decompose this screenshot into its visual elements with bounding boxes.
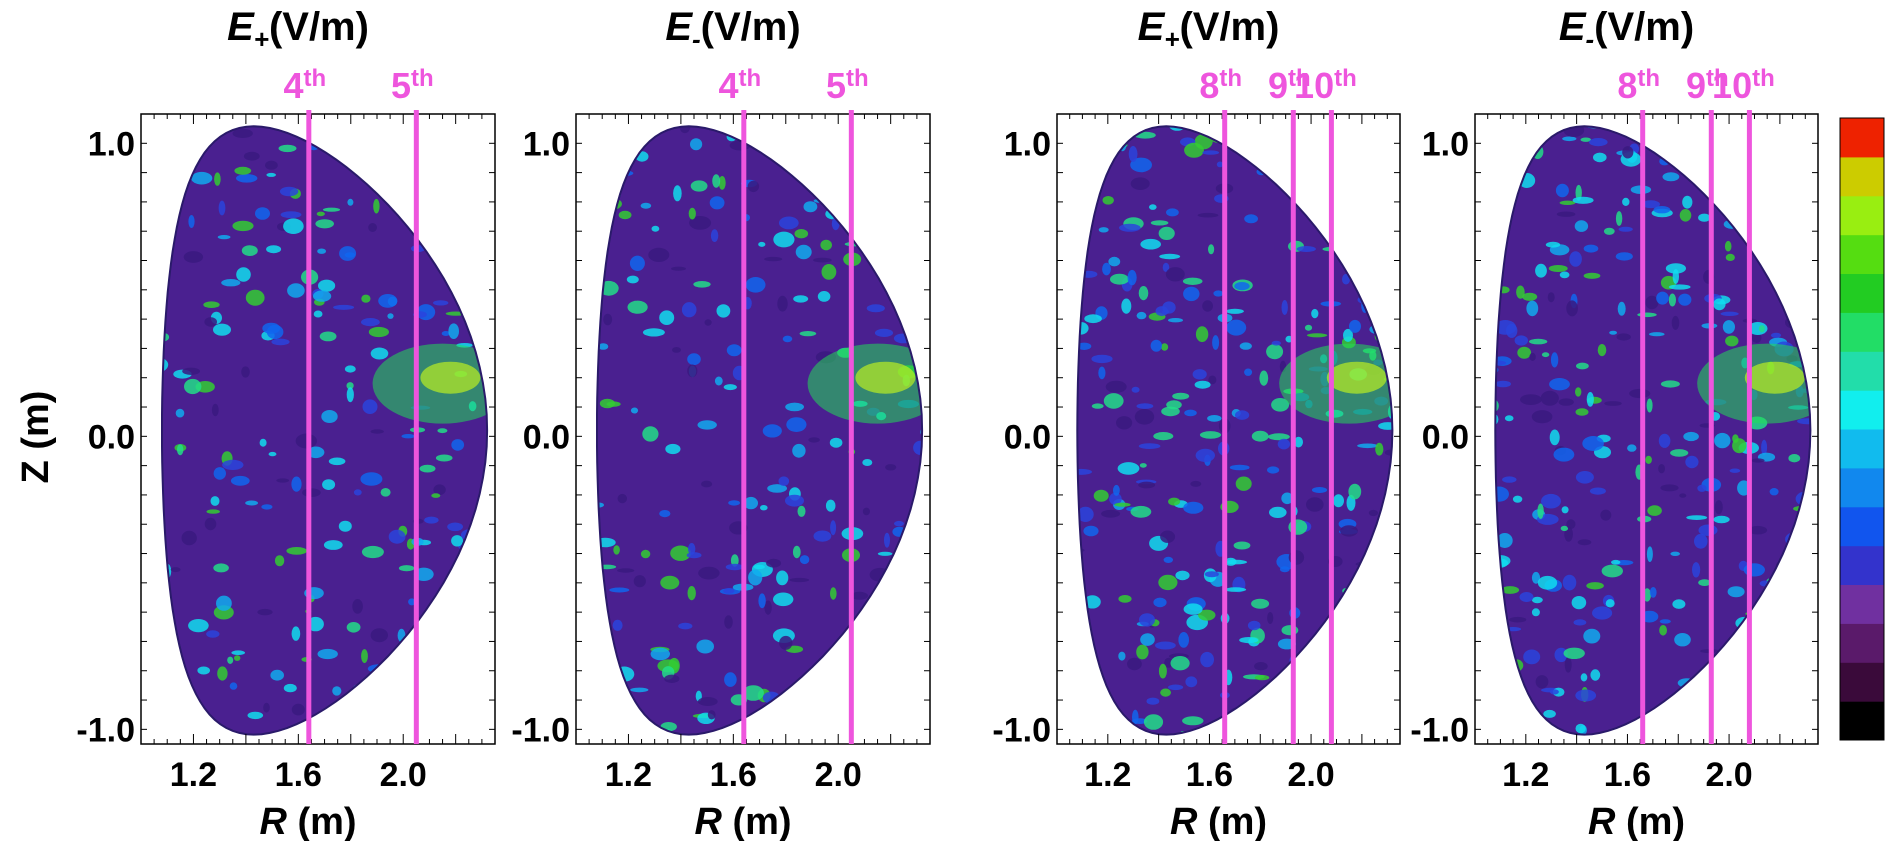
y-tick-label: -1.0 [1410,711,1469,749]
colorbar-swatch [1840,506,1884,547]
colorbar [1839,117,1885,741]
field-map [162,126,488,735]
colorbar-swatch [1840,234,1884,274]
x-axis-label: R (m) [1170,801,1267,841]
x-tick-label: 2.0 [1705,756,1752,794]
panel-title: E+(V/m) [227,5,369,54]
minor-ticks [575,113,931,744]
y-tick-label: 0.0 [1422,418,1469,456]
x-tick-label: 2.0 [380,756,427,794]
peak-region [420,361,481,394]
y-tick-label: 1.0 [1004,125,1051,163]
x-tick-label: 2.0 [815,756,862,794]
x-axis-label: R (m) [1588,801,1685,841]
peak-region [855,361,916,394]
colorbar-swatch [1840,351,1884,391]
y-axis-label: Z (m) [15,391,57,484]
harmonic-label: 10th [1712,65,1775,106]
field-map [597,126,923,735]
colorbar-swatch [1840,545,1884,585]
harmonic-label: 4th [718,65,761,106]
y-tick-label: -1.0 [76,711,135,749]
colorbar-swatch [1840,662,1884,702]
harmonic-label: 4th [283,65,326,106]
colorbar-swatch [1840,429,1884,469]
harmonic-label: 5th [826,65,869,106]
x-tick-label: 2.0 [1287,756,1334,794]
plasma-boundary [161,125,489,736]
x-tick-label: 1.2 [605,756,652,794]
x-tick-label: 1.6 [710,756,757,794]
plasma-boundary [596,125,924,736]
colorbar-swatch [1840,584,1884,624]
x-tick-label: 1.2 [170,756,217,794]
harmonic-label: 5th [391,65,434,106]
colorbar-swatch [1840,623,1884,663]
panel-1: E+(V/m) 1.2 1.6 2.0 1.0 0.0 -1.0 R (m) 4th 5th [76,5,496,841]
minor-ticks [140,113,496,744]
plasma-boundary [1494,125,1812,736]
y-tick-label: 0.0 [1004,418,1051,456]
panel-title: E-(V/m) [665,5,800,54]
y-tick-label: 1.0 [523,125,570,163]
y-tick-label: -1.0 [992,711,1051,749]
colorbar-swatch [1840,390,1884,430]
harmonic-label: 8th [1199,65,1242,106]
x-tick-label: 1.6 [275,756,322,794]
colorbar-swatch [1840,156,1884,197]
y-tick-label: 0.0 [88,418,135,456]
colorbar-frame [1839,117,1885,741]
colorbar-swatch [1840,195,1884,236]
colorbar-swatch [1840,701,1884,741]
field-map [1495,126,1811,735]
colorbar-swatch [1840,312,1884,352]
minor-ticks [1056,113,1401,744]
x-axis-label: R (m) [259,801,356,841]
plot-frame [575,113,931,745]
colorbar-swatch [1840,273,1884,313]
panel-3: E+(V/m) 1.2 1.6 2.0 1.0 0.0 -1.0 R (m) 8th 9th10t… [992,5,1401,841]
x-tick-label: 1.6 [1604,756,1651,794]
minor-ticks [1474,113,1819,744]
panels: E+(V/m)1.2 1.6 2.01.00.0-1.0R (m)4th 5thE-(… [76,5,1819,841]
y-tick-label: 1.0 [88,125,135,163]
peak-region [1326,361,1387,394]
panel-title: E+(V/m) [1138,5,1280,54]
x-tick-label: 1.2 [1502,756,1549,794]
harmonic-label: 9th [1686,65,1729,106]
y-tick-label: -1.0 [511,711,570,749]
y-tick-label: 0.0 [523,418,570,456]
harmonic-label: 10th [1294,65,1357,106]
panel-title: E-(V/m) [1559,5,1694,54]
colorbar-swatch [1840,118,1884,158]
plot-frame [140,113,496,745]
x-axis-label: R (m) [694,801,791,841]
plasma-boundary [1076,125,1394,736]
x-tick-label: 1.2 [1084,756,1131,794]
plot-frame [1056,113,1401,745]
colorbar-swatch [1840,467,1884,508]
harmonic-label: 9th [1268,65,1311,106]
panel-4: E-(V/m) 1.2 1.6 2.0 1.0 0.0 -1.0 R (m) 8th 9th10t… [1410,5,1819,841]
peak-region [1744,361,1805,394]
x-tick-label: 1.6 [1186,756,1233,794]
harmonic-label: 8th [1617,65,1660,106]
field-map [1077,126,1393,735]
plot-frame [1474,113,1819,745]
y-tick-label: 1.0 [1422,125,1469,163]
panel-2: E-(V/m) 1.2 1.6 2.0 1.0 0.0 -1.0 R (m) 4th 5th [511,5,931,841]
